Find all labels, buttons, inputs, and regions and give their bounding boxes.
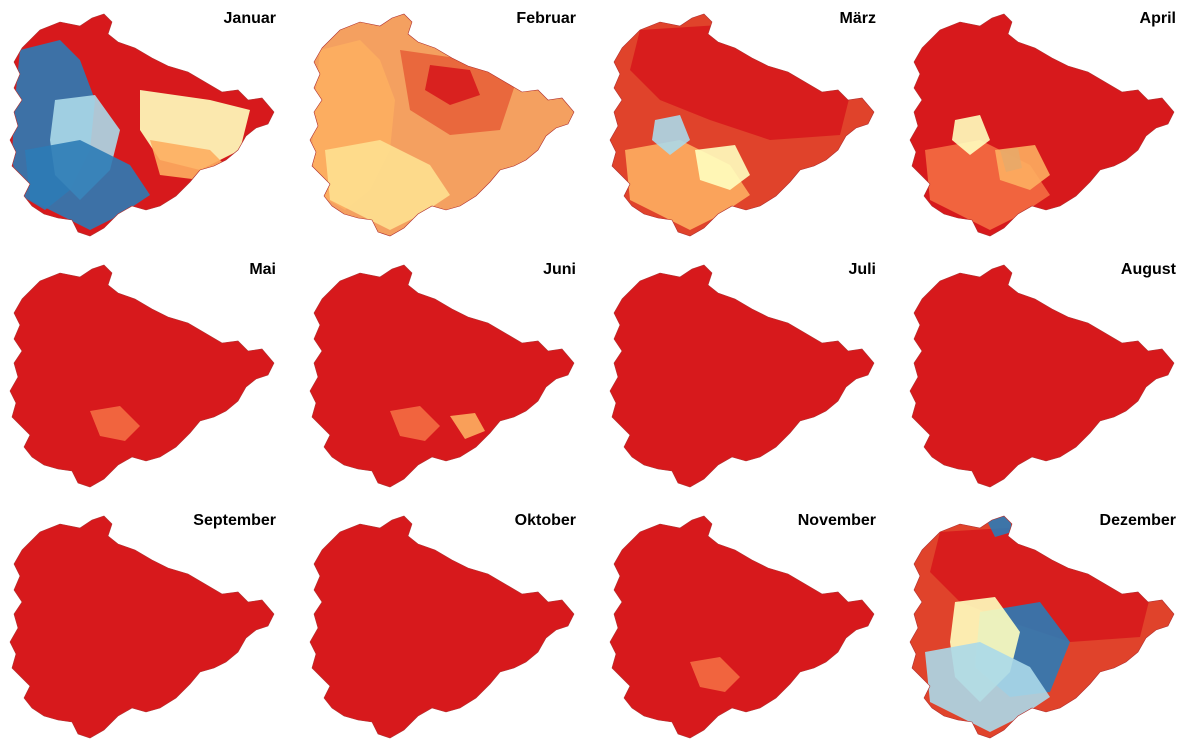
value-patch [425,65,480,105]
value-patch [925,642,1050,732]
value-patch [652,115,690,155]
region-outline [609,515,875,739]
map-panel-nov: November [600,502,900,753]
month-label: Juli [848,261,876,278]
month-label: Februar [516,10,576,27]
value-patch [930,527,1150,642]
value-patch [985,516,1012,537]
month-label: Mai [249,261,276,278]
region-map [9,264,275,488]
month-label: März [839,10,876,27]
month-label: April [1139,10,1176,27]
map-panel-mar: März [600,0,900,251]
region-map [909,264,1175,488]
month-label: Dezember [1099,512,1176,529]
region-outline [9,515,275,739]
region-fill [10,516,274,738]
region-map [609,515,875,739]
region-map [9,515,275,739]
region-outline [909,13,1175,237]
region-outline [9,264,275,488]
region-map [609,13,875,237]
region-fill [610,265,874,487]
map-panel-jan: Januar [0,0,300,251]
region-map [309,515,575,739]
month-label: August [1120,261,1176,278]
map-panel-jun: Juni [300,251,600,502]
value-patch [25,140,150,230]
region-outline [9,13,275,237]
month-label: Januar [223,10,276,27]
value-patch [325,140,450,230]
map-panel-dec: Dezember [900,502,1200,753]
region-outline [309,264,575,488]
month-label: Oktober [514,512,576,529]
value-patch [390,406,440,441]
value-patch [690,657,740,692]
map-panel-sep: September [0,502,300,753]
region-outline [909,515,1175,739]
value-patch [450,413,485,439]
region-map [9,13,275,237]
month-label: November [797,512,876,529]
value-patch [995,145,1050,190]
map-panel-apr: April [900,0,1200,251]
region-outline [609,13,875,237]
value-patch [630,25,850,140]
region-outline [609,264,875,488]
region-fill [310,516,574,738]
region-fill [310,265,574,487]
map-panel-feb: Februar [300,0,600,251]
region-outline [309,515,575,739]
map-panel-may: Mai [0,251,300,502]
region-fill [610,516,874,738]
map-panel-aug: August [900,251,1200,502]
value-patch [695,145,750,190]
map-panel-jul: Juli [600,251,900,502]
value-patch [952,115,990,155]
region-map [909,13,1175,237]
region-fill [10,265,274,487]
month-label: September [193,512,276,529]
value-patch [90,406,140,441]
region-map [609,264,875,488]
region-outline [309,13,575,237]
region-map [309,264,575,488]
region-map [909,515,1175,739]
region-map [309,13,575,237]
region-outline [909,264,1175,488]
region-fill [910,265,1174,487]
map-panel-oct: Oktober [300,502,600,753]
month-label: Juni [543,261,576,278]
